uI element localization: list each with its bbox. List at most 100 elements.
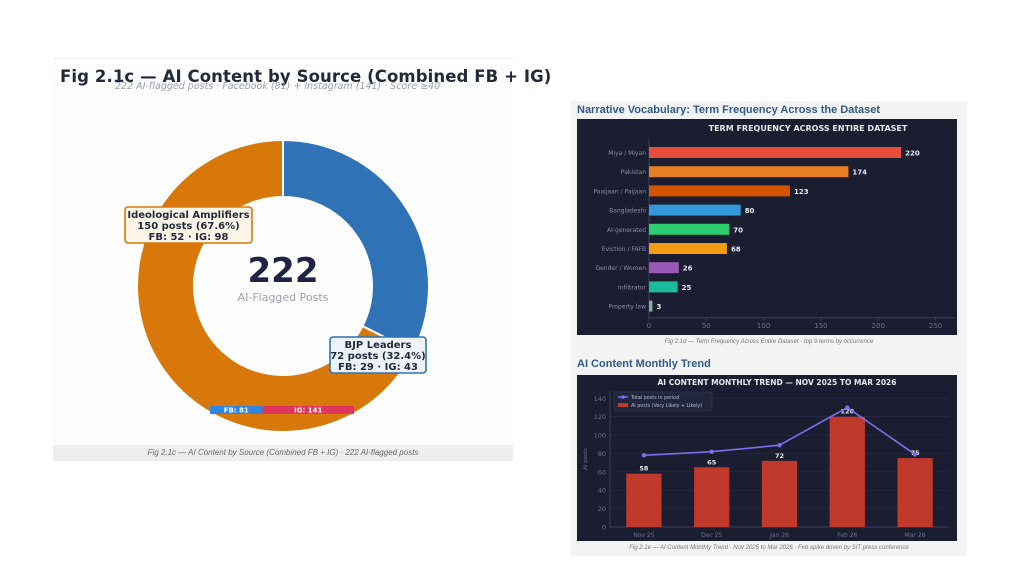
donut-figure-caption: Fig 2.1c — AI Content by Source (Combine… xyxy=(53,445,513,461)
annotation-text: 150 posts (67.6%) xyxy=(137,221,239,232)
trend-y-tick-label: 0 xyxy=(602,524,606,532)
trend-line-point xyxy=(912,452,918,457)
hbar-value-label: 80 xyxy=(745,207,755,215)
hbar-value-label: 26 xyxy=(683,265,693,273)
legend-line-marker xyxy=(621,395,625,399)
trend-x-tick-label: Mar 26 xyxy=(905,532,926,539)
hbar-category-label: Eviction / FAFB xyxy=(602,246,646,253)
annotation-text: FB: 29 · IG: 43 xyxy=(338,362,418,373)
term-frequency-chart-box: TERM FREQUENCY ACROSS ENTIRE DATASET Miya… xyxy=(577,119,957,335)
hbar-category-label: Property law xyxy=(608,304,646,311)
hbar-category-label: Gender / Women xyxy=(595,265,646,272)
trend-title: AI CONTENT MONTHLY TREND — NOV 2025 TO M… xyxy=(658,378,897,387)
trend-y-tick-label: 120 xyxy=(594,413,606,421)
donut-chart-subtitle: 222 AI-flagged posts · Facebook (81) + I… xyxy=(115,81,441,92)
trend-x-tick-label: Feb 26 xyxy=(837,532,857,539)
hbar-category-label: Paaijaan / Paijaan xyxy=(593,188,646,195)
legend-label: Total posts in period xyxy=(630,395,679,401)
hbar-category-label: Infiltrator xyxy=(618,284,647,291)
hbar-category-label: AI-generated xyxy=(607,227,646,234)
trend-line-point xyxy=(777,443,782,448)
trend-bar-value-label: 65 xyxy=(707,458,717,466)
platform-bar-label: IG: 141 xyxy=(294,407,322,415)
trend-y-tick-label: 20 xyxy=(598,505,606,513)
annotation-text: 72 posts (32.4%) xyxy=(330,351,425,362)
monthly-trend-section-title: AI Content Monthly Trend xyxy=(577,358,711,370)
trend-total-posts-line xyxy=(643,406,916,457)
hbar-value-label: 70 xyxy=(733,226,743,234)
hbar-value-label: 174 xyxy=(852,169,867,177)
annotation-box xyxy=(124,206,253,244)
trend-y-axis-label: AI posts xyxy=(583,448,589,470)
hbar-value-label: 123 xyxy=(794,188,809,196)
hbar-bar xyxy=(649,223,730,235)
trend-y-tick-label: 140 xyxy=(594,395,606,403)
hbar-bar xyxy=(649,281,678,293)
annotation-box xyxy=(329,336,427,374)
hbar-x-tick-label: 50 xyxy=(702,322,711,330)
right-figures-panel: Narrative Vocabulary: Term Frequency Acr… xyxy=(571,101,967,556)
hbar-bar xyxy=(649,147,902,158)
trend-y-tick-label: 60 xyxy=(598,468,606,476)
legend-box xyxy=(613,391,713,412)
platform-bar-fb xyxy=(210,406,263,414)
trend-bar xyxy=(761,460,798,527)
trend-x-tick-label: Jan 26 xyxy=(769,532,789,539)
trend-y-tick-label: 80 xyxy=(598,450,606,458)
hbar-value-label: 68 xyxy=(731,246,741,254)
hbar-x-tick-label: 0 xyxy=(647,322,651,330)
hbar-value-label: 25 xyxy=(682,284,692,292)
hbar-value-label: 3 xyxy=(656,303,661,311)
term-frequency-chart: TERM FREQUENCY ACROSS ENTIRE DATASET Miya… xyxy=(593,124,955,330)
hbar-x-tick-label: 100 xyxy=(757,322,770,330)
hbar-bar xyxy=(649,185,790,197)
hbar-value-label: 220 xyxy=(905,150,920,158)
monthly-trend-caption: Fig 2.1e — AI Content Monthly Trend · No… xyxy=(629,545,909,551)
trend-x-tick-label: Dec 25 xyxy=(701,532,722,539)
trend-legend: Total posts in period AI posts (Very Like… xyxy=(613,391,713,412)
hbar-x-tick-label: 250 xyxy=(929,322,942,330)
donut-slice-bjp-leaders xyxy=(282,138,430,354)
donut-center-value: 222 xyxy=(248,251,319,291)
hbar-category-label: Pakistan xyxy=(621,169,646,176)
annotation-text: BJP Leaders xyxy=(345,340,412,351)
legend-bar-swatch xyxy=(618,403,628,407)
annotation-text: Ideological Amplifiers xyxy=(127,210,249,221)
platform-bar-ig xyxy=(262,406,354,414)
hbar-x-tick-label: 150 xyxy=(814,322,827,330)
annotation-text: FB: 52 · IG: 98 xyxy=(149,232,229,243)
donut-figure-panel: Fig 2.1c — AI Content by Source (Combine… xyxy=(53,58,551,461)
hbar-bar xyxy=(649,300,653,312)
term-frequency-section-title: Narrative Vocabulary: Term Frequency Acr… xyxy=(577,104,881,116)
trend-bar xyxy=(897,458,933,527)
trend-y-tick-label: 100 xyxy=(594,432,606,440)
hbar-x-tick-label: 200 xyxy=(872,322,885,330)
legend-label: AI posts (Very Likely + Likely) xyxy=(631,403,702,409)
trend-bar xyxy=(829,416,865,527)
hbar-bar xyxy=(649,262,679,274)
trend-bar-value-label: 120 xyxy=(841,408,855,416)
hbar-category-label: Miya / Miyan xyxy=(608,150,646,157)
trend-line-point xyxy=(845,405,850,410)
monthly-trend-chart-box: AI CONTENT MONTHLY TREND — NOV 2025 TO M… xyxy=(577,375,957,541)
trend-y-tick-label: 40 xyxy=(598,487,606,495)
hbar-bar xyxy=(649,243,727,254)
hbar-title: TERM FREQUENCY ACROSS ENTIRE DATASET xyxy=(709,124,908,133)
trend-bar-value-label: 72 xyxy=(775,452,784,460)
trend-line-point xyxy=(709,449,714,454)
term-frequency-caption: Fig 2.1d — Term Frequency Across Entire … xyxy=(664,339,874,345)
trend-x-tick-label: Nov 25 xyxy=(633,532,654,539)
trend-bar xyxy=(694,467,730,527)
hbar-category-label: Bangladeshi xyxy=(609,208,646,215)
platform-bar-label: FB: 81 xyxy=(224,407,249,415)
donut-center-label: AI-Flagged Posts xyxy=(238,291,329,304)
monthly-trend-chart: AI CONTENT MONTHLY TREND — NOV 2025 TO M… xyxy=(583,378,949,539)
donut-chart-title: Fig 2.1c — AI Content by Source (Combine… xyxy=(60,67,552,86)
hbar-bar xyxy=(649,166,849,178)
trend-bar xyxy=(626,473,662,527)
trend-line-point xyxy=(641,453,647,458)
hbar-bar xyxy=(649,204,741,216)
